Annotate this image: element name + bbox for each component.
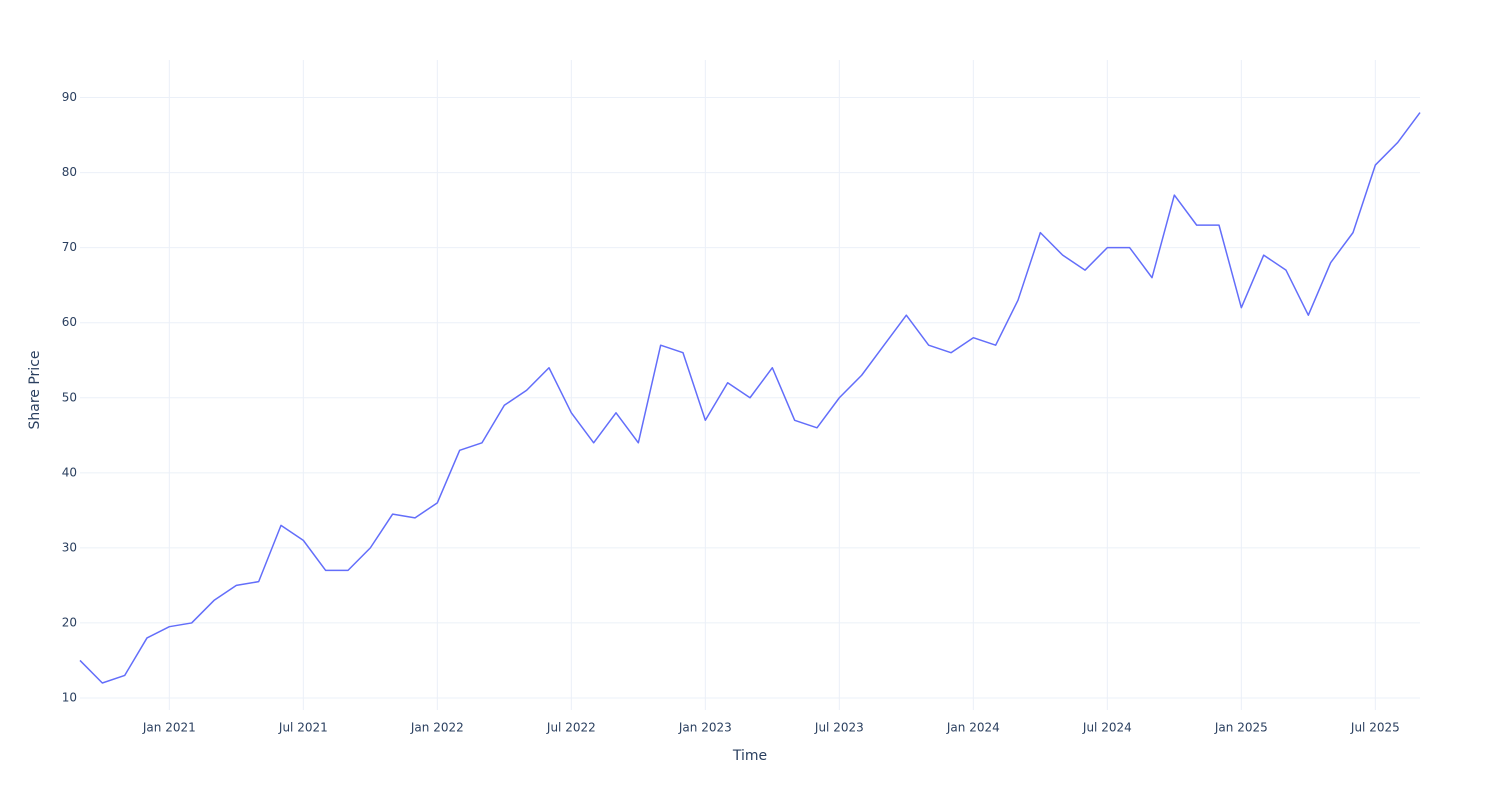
x-axis-title: Time	[732, 748, 767, 764]
y-tick-label: 10	[62, 690, 77, 704]
y-tick-label: 20	[62, 615, 77, 629]
x-tick-label: Jul 2023	[814, 721, 864, 735]
y-tick-label: 80	[62, 165, 77, 179]
y-axis-title: Share Price	[27, 350, 43, 429]
line-series	[79, 112, 1421, 684]
x-tick-label: Jul 2022	[546, 721, 596, 735]
x-tick-label: Jan 2021	[142, 721, 196, 735]
y-tick-label: 90	[62, 90, 77, 104]
x-tick-label: Jul 2021	[278, 721, 328, 735]
x-tick-label: Jan 2025	[1214, 721, 1268, 735]
x-tick-label: Jan 2023	[678, 721, 732, 735]
y-tick-label: 50	[62, 390, 77, 404]
x-tick-label: Jan 2022	[410, 721, 464, 735]
y-tick-label: 60	[62, 315, 77, 329]
x-tick-label: Jul 2024	[1082, 721, 1132, 735]
y-tick-label: 30	[62, 540, 77, 554]
x-tick-label: Jan 2024	[946, 721, 1000, 735]
y-tick-label: 40	[62, 465, 77, 479]
y-tick-label: 70	[62, 240, 77, 254]
x-tick-label: Jul 2025	[1350, 721, 1400, 735]
